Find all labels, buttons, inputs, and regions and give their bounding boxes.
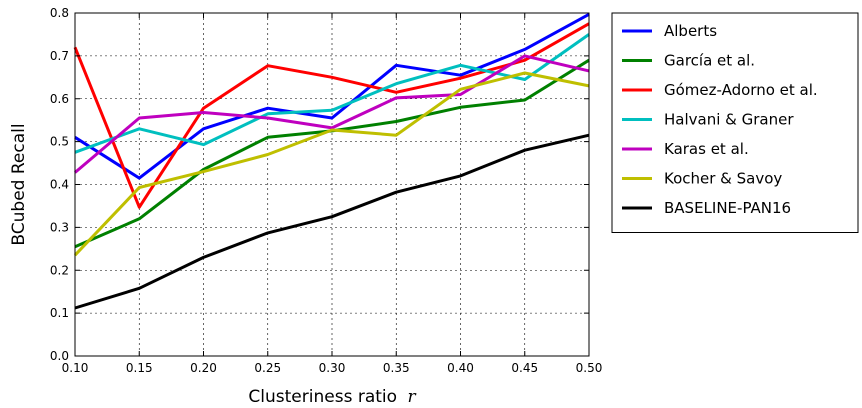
x-axis-ticks: 0.10 0.15 0.20 0.25 0.30 0.35 0.40 0.45 0.50	[62, 13, 603, 375]
legend-label: BASELINE-PAN16	[664, 199, 791, 217]
grid-lines	[75, 13, 589, 356]
x-tick-label: 0.25	[254, 361, 281, 375]
y-tick-label: 0.3	[50, 220, 69, 234]
legend-label: Kocher & Savoy	[664, 170, 782, 188]
legend-box	[611, 12, 859, 233]
y-tick-label: 0.7	[50, 49, 69, 63]
y-axis-label: BCubed Recall	[9, 123, 29, 245]
y-tick-label: 0.1	[50, 306, 69, 320]
legend-label: García et al.	[664, 52, 755, 70]
x-tick-label: 0.35	[383, 361, 410, 375]
x-tick-label: 0.45	[511, 361, 538, 375]
legend-label: Alberts	[664, 22, 717, 40]
series-lines	[73, 12, 590, 310]
y-tick-label: 0.6	[50, 92, 69, 106]
legend-label: Gómez-Adorno et al.	[664, 81, 818, 99]
y-tick-label: 0.4	[50, 178, 69, 192]
series-line-1	[74, 12, 590, 180]
y-tick-label: 0.8	[50, 6, 69, 20]
x-axis-label-variable: r	[407, 387, 416, 407]
series-line-4	[74, 33, 590, 154]
legend-label: Karas et al.	[664, 140, 749, 158]
x-tick-label: 0.10	[62, 361, 89, 375]
x-tick-label: 0.40	[447, 361, 474, 375]
x-axis-label: Clusteriness ratio r	[248, 387, 416, 407]
y-tick-label: 0.0	[50, 349, 69, 363]
x-axis-label-text: Clusteriness ratio	[248, 387, 397, 407]
y-tick-label: 0.2	[50, 263, 69, 277]
y-tick-label: 0.5	[50, 135, 69, 149]
x-tick-label: 0.50	[576, 361, 603, 375]
x-tick-label: 0.30	[319, 361, 346, 375]
legend-label: Halvani & Graner	[664, 111, 794, 129]
legend: Alberts García et al. Gómez-Adorno et al. H…	[611, 12, 859, 233]
series-line-6	[73, 71, 590, 257]
y-axis-ticks: 0.0 0.1 0.2 0.3 0.4 0.5 0.6 0.7 0.8	[50, 6, 589, 363]
series-line-5	[74, 54, 590, 174]
x-tick-label: 0.15	[126, 361, 153, 375]
series-line-7	[74, 133, 590, 310]
x-tick-label: 0.20	[190, 361, 217, 375]
series-line-3	[73, 22, 590, 209]
